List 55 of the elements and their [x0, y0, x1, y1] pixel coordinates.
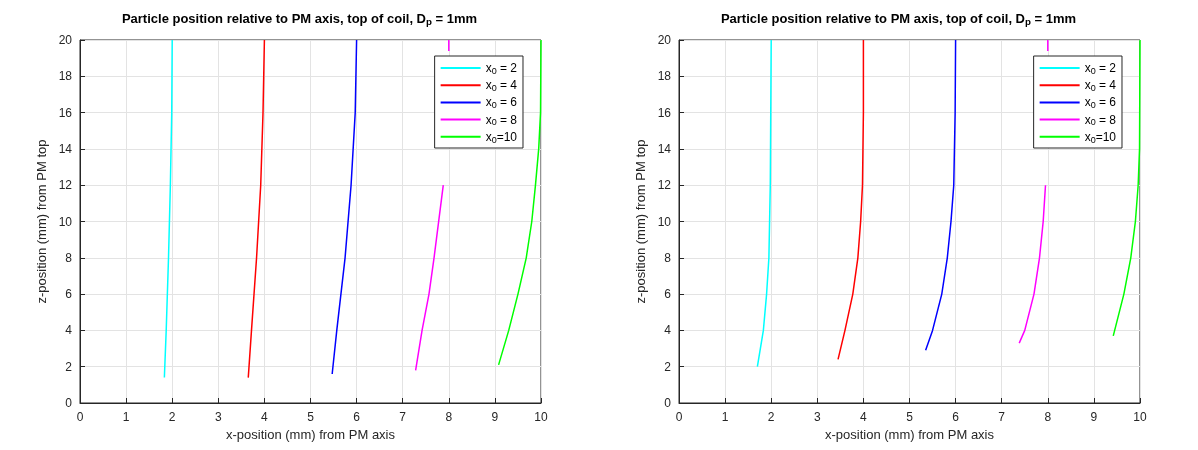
y-tick-label: 8: [664, 250, 672, 265]
y-tick-label: 18: [58, 69, 73, 84]
x-tick-label: 5: [307, 410, 315, 424]
y-tick-label: 2: [65, 359, 73, 374]
x-tick-label: 4: [261, 410, 269, 424]
y-tick-label: 20: [58, 33, 73, 47]
line-series: [497, 39, 542, 366]
x-tick-label: 7: [998, 410, 1006, 424]
x-tick-label: 1: [721, 410, 729, 424]
y-axis-title: z-position (mm) from PM top: [33, 139, 49, 304]
y-tick-label: 20: [657, 33, 672, 47]
x-tick-label: 0: [76, 410, 84, 424]
x-tick-label: 8: [1044, 410, 1052, 424]
line-series: [924, 39, 957, 352]
y-tick-label: 16: [58, 105, 73, 120]
y-tick-label: 12: [58, 178, 73, 193]
x-tick-label: 5: [906, 410, 914, 424]
y-tick-label: 12: [657, 178, 672, 193]
line-series: [756, 39, 772, 368]
x-axis-title: x-position (mm) from PM axis: [824, 426, 995, 442]
y-tick-label: 6: [65, 287, 73, 302]
y-tick-label: 4: [664, 323, 672, 338]
x-tick-label: 7: [399, 410, 407, 424]
x-tick-label: 3: [214, 410, 222, 424]
x-axis-title: x-position (mm) from PM axis: [225, 426, 396, 442]
x-tick-label: 8: [445, 410, 453, 424]
y-tick-label: 8: [65, 250, 73, 265]
line-series: [331, 39, 358, 375]
x-tick-label: 1: [122, 410, 130, 424]
y-tick-label: 16: [657, 105, 672, 120]
y-tick-label: 2: [664, 359, 672, 374]
x-tick-label: 6: [952, 410, 960, 424]
y-tick-label: 6: [664, 287, 672, 302]
y-tick-label: 18: [657, 69, 672, 84]
x-tick-label: 9: [491, 410, 499, 424]
y-tick-label: 14: [58, 141, 73, 156]
line-series: [163, 39, 173, 379]
line-series: [837, 39, 865, 361]
y-tick-label: 0: [65, 396, 73, 410]
x-tick-label: 3: [813, 410, 821, 424]
x-tick-label: 0: [675, 410, 683, 424]
y-axis-title: z-position (mm) from PM top: [632, 139, 648, 304]
y-tick-label: 10: [58, 214, 73, 229]
y-tick-label: 14: [657, 141, 672, 156]
y-tick-label: 0: [664, 396, 672, 410]
y-tick-label: 10: [657, 214, 672, 229]
y-tick-label: 4: [65, 323, 73, 338]
x-tick-label: 2: [168, 410, 176, 424]
x-tick-label: 2: [767, 410, 775, 424]
x-tick-label: 10: [1133, 410, 1147, 424]
line-series: [247, 39, 266, 379]
x-tick-label: 9: [1090, 410, 1098, 424]
x-tick-label: 6: [353, 410, 361, 424]
x-tick-label: 4: [860, 410, 868, 424]
x-tick-label: 10: [534, 410, 548, 424]
